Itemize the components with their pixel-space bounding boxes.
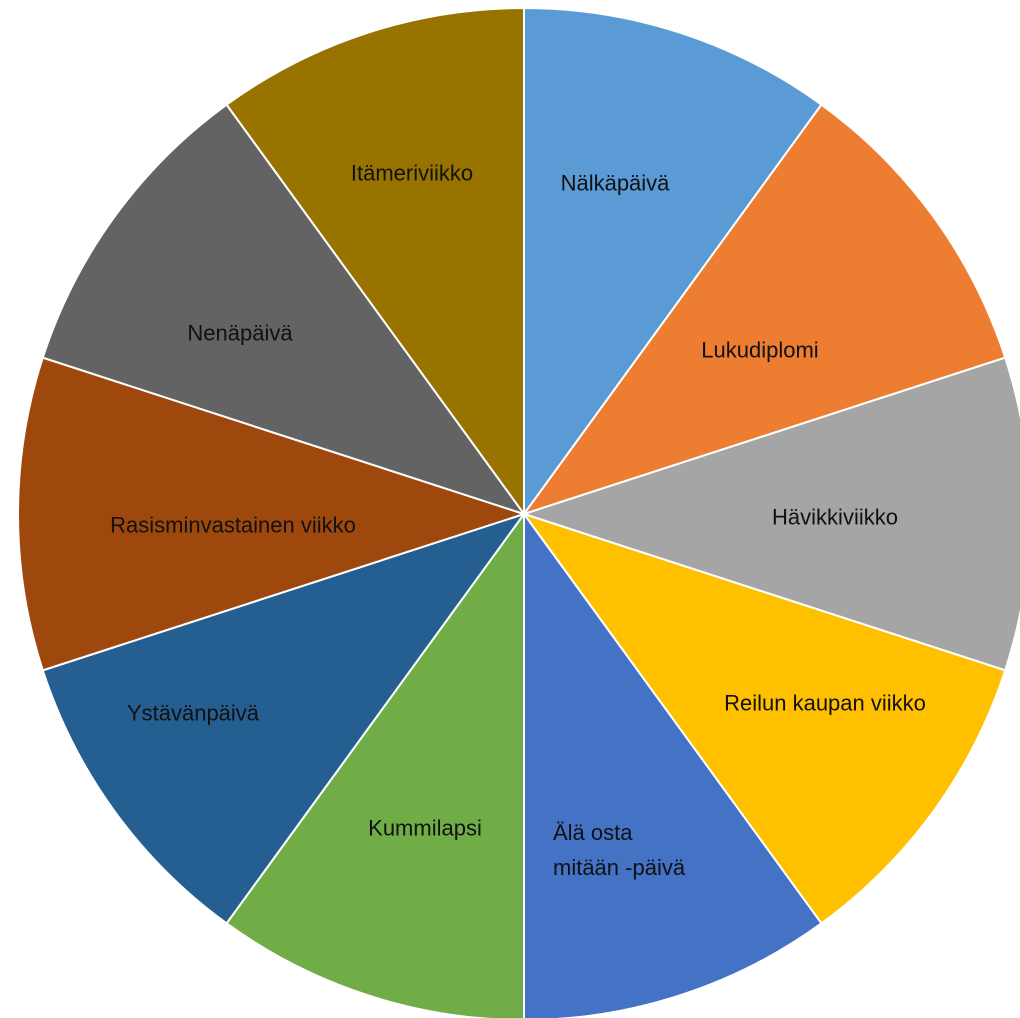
slice-label: Hävikkiviikko	[772, 504, 898, 530]
pie-slice	[523, 510, 823, 1018]
slice-label: Nenäpäivä	[187, 320, 293, 346]
pie-slice	[521, 512, 1007, 925]
slice-label: Reilun kaupan viikko	[724, 690, 926, 716]
pie-slice	[523, 6, 823, 518]
slice-label: Älä osta mitään -päivä	[553, 820, 686, 880]
slice-label: Itämeriviikko	[350, 160, 474, 186]
slice-label: Kummilapsi	[368, 815, 482, 841]
pie-slice	[17, 356, 528, 672]
pie-slice	[41, 103, 527, 516]
pie-slice	[225, 6, 525, 518]
slice-label: Lukudiplomi	[701, 337, 819, 363]
pie-slice	[521, 103, 1007, 516]
pie-slice	[225, 510, 525, 1018]
pie-slice	[520, 356, 1020, 672]
slice-label: Nälkäpäivä	[560, 170, 670, 196]
slice-label: Ystävänpäivä	[126, 700, 260, 726]
pie-slice	[41, 512, 527, 925]
slice-label: Rasisminvastainen viikko	[110, 512, 356, 538]
